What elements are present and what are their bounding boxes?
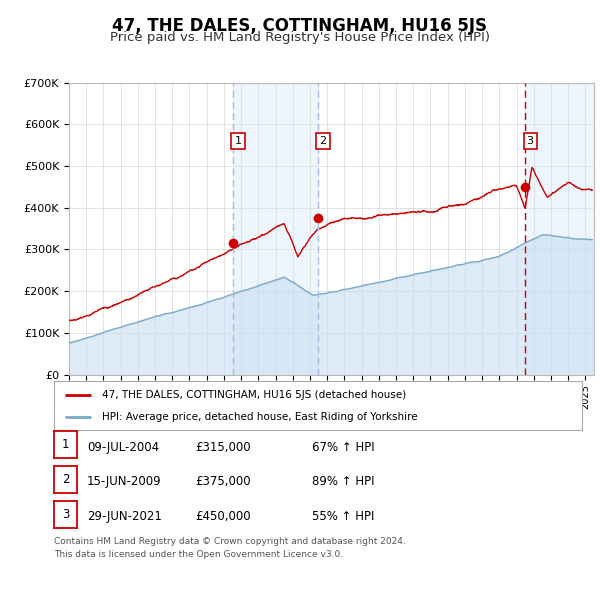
Text: 55% ↑ HPI: 55% ↑ HPI <box>312 510 374 523</box>
Text: £450,000: £450,000 <box>195 510 251 523</box>
Text: 09-JUL-2004: 09-JUL-2004 <box>87 441 159 454</box>
Text: £315,000: £315,000 <box>195 441 251 454</box>
Text: 2: 2 <box>62 473 69 486</box>
Text: HPI: Average price, detached house, East Riding of Yorkshire: HPI: Average price, detached house, East… <box>101 412 417 422</box>
Bar <box>233 83 318 375</box>
Text: 3: 3 <box>62 508 69 521</box>
Text: 3: 3 <box>527 136 533 146</box>
Text: 47, THE DALES, COTTINGHAM, HU16 5JS: 47, THE DALES, COTTINGHAM, HU16 5JS <box>113 17 487 35</box>
Text: 1: 1 <box>235 136 242 146</box>
Text: Contains HM Land Registry data © Crown copyright and database right 2024.: Contains HM Land Registry data © Crown c… <box>54 537 406 546</box>
Text: This data is licensed under the Open Government Licence v3.0.: This data is licensed under the Open Gov… <box>54 550 343 559</box>
Bar <box>525 83 594 375</box>
Text: 47, THE DALES, COTTINGHAM, HU16 5JS (detached house): 47, THE DALES, COTTINGHAM, HU16 5JS (det… <box>101 389 406 399</box>
Text: 1: 1 <box>62 438 69 451</box>
Text: 29-JUN-2021: 29-JUN-2021 <box>87 510 162 523</box>
Text: 15-JUN-2009: 15-JUN-2009 <box>87 476 161 489</box>
Text: 89% ↑ HPI: 89% ↑ HPI <box>312 476 374 489</box>
Text: Price paid vs. HM Land Registry's House Price Index (HPI): Price paid vs. HM Land Registry's House … <box>110 31 490 44</box>
Text: 2: 2 <box>319 136 326 146</box>
Text: 67% ↑ HPI: 67% ↑ HPI <box>312 441 374 454</box>
Text: £375,000: £375,000 <box>195 476 251 489</box>
